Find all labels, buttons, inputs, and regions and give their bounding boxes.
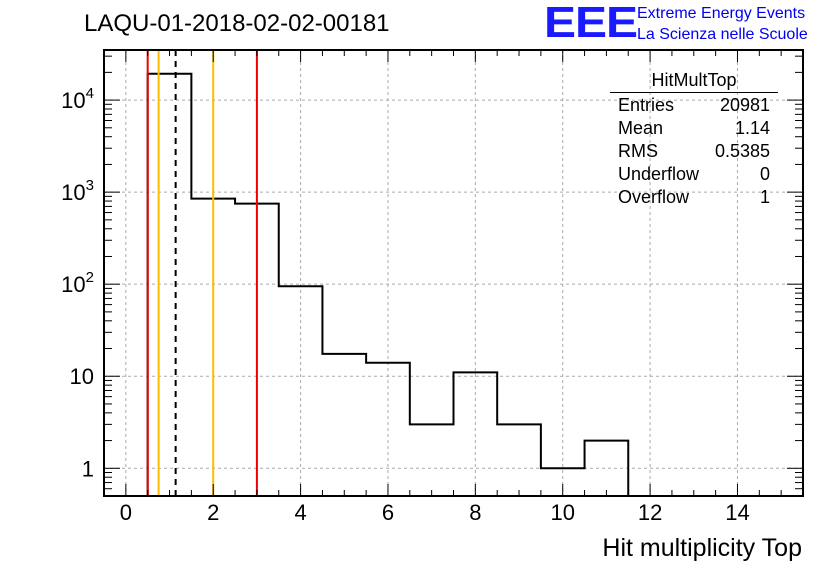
stats-title: HitMultTop bbox=[610, 70, 778, 93]
stats-row: Underflow 0 bbox=[610, 163, 778, 186]
stats-value: 0.5385 bbox=[714, 141, 770, 161]
logo-line-2: La Scienza nelle Scuole bbox=[637, 26, 808, 43]
stats-label: Overflow bbox=[618, 187, 690, 207]
y-tick-base: 1 bbox=[82, 456, 94, 481]
x-tick-label: 4 bbox=[294, 500, 306, 525]
y-tick-base: 10 bbox=[61, 88, 85, 113]
stats-row: Entries 20981 bbox=[610, 94, 778, 117]
y-tick-exponent: 2 bbox=[86, 269, 94, 286]
stats-value: 20981 bbox=[719, 95, 770, 115]
x-tick-label: 10 bbox=[550, 500, 574, 525]
y-tick-label: 1 bbox=[82, 456, 94, 481]
y-tick-exponent: 4 bbox=[86, 85, 94, 102]
stats-label: Entries bbox=[618, 95, 675, 115]
y-tick-label: 103 bbox=[61, 177, 94, 205]
x-tick-label: 2 bbox=[207, 500, 219, 525]
logo-line-1: Extreme Energy Events bbox=[637, 5, 806, 22]
stats-row: Overflow 1 bbox=[610, 186, 778, 209]
x-axis-label: Hit multiplicity Top bbox=[602, 534, 802, 562]
logo-caption: Extreme Energy Events La Scienza nelle S… bbox=[637, 3, 808, 45]
stats-row: RMS 0.5385 bbox=[610, 140, 778, 163]
stats-value: 0 bbox=[759, 164, 770, 184]
x-tick-label: 14 bbox=[725, 500, 749, 525]
stats-value: 1.14 bbox=[734, 118, 770, 138]
y-tick-base: 10 bbox=[61, 180, 85, 205]
stats-value: 1 bbox=[759, 187, 770, 207]
x-tick-label: 6 bbox=[382, 500, 394, 525]
y-tick-exponent: 3 bbox=[86, 177, 94, 194]
y-tick-label: 104 bbox=[61, 85, 94, 113]
x-tick-label: 12 bbox=[638, 500, 662, 525]
x-tick-label: 0 bbox=[120, 500, 132, 525]
stats-box: HitMultTop Entries 20981 Mean 1.14 RMS 0… bbox=[610, 70, 778, 209]
y-tick-label: 102 bbox=[61, 269, 94, 297]
stats-label: RMS bbox=[618, 141, 658, 161]
histogram-outline bbox=[146, 72, 630, 496]
y-tick-label: 10 bbox=[70, 364, 94, 389]
stats-label: Mean bbox=[618, 118, 664, 138]
x-tick-label: 8 bbox=[469, 500, 481, 525]
stats-label: Underflow bbox=[618, 164, 700, 184]
eee-logo: EEE bbox=[544, 0, 638, 48]
y-tick-base: 10 bbox=[61, 272, 85, 297]
stats-row: Mean 1.14 bbox=[610, 117, 778, 140]
chart-title: LAQU-01-2018-02-02-00181 bbox=[84, 10, 390, 37]
y-tick-base: 10 bbox=[70, 364, 94, 389]
